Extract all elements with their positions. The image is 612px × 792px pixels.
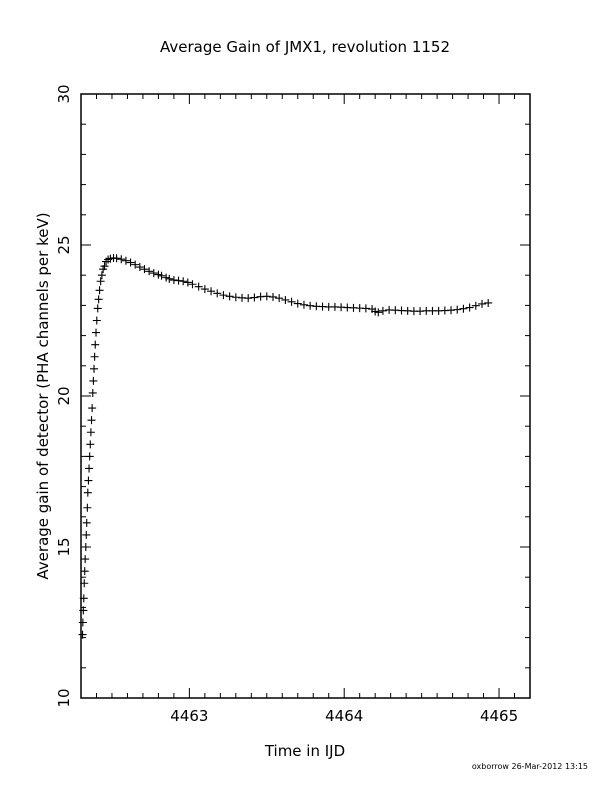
data-point bbox=[165, 274, 174, 283]
data-point bbox=[85, 464, 94, 473]
data-point bbox=[94, 295, 103, 304]
data-point bbox=[82, 530, 91, 539]
data-point bbox=[281, 295, 290, 304]
data-point bbox=[78, 630, 87, 639]
data-point bbox=[112, 254, 121, 263]
y-axis-tick-labels: 10 15 20 25 30 bbox=[55, 84, 73, 707]
data-point bbox=[183, 278, 192, 287]
plot-frame bbox=[80, 93, 531, 699]
data-point bbox=[121, 256, 130, 265]
data-point bbox=[149, 269, 158, 278]
x-axis-ticks bbox=[80, 94, 531, 698]
data-point bbox=[213, 289, 222, 298]
y-tick-label: 30 bbox=[55, 84, 73, 103]
data-series bbox=[78, 253, 493, 639]
y-tick-label: 10 bbox=[55, 688, 73, 707]
data-point bbox=[361, 304, 370, 313]
data-point bbox=[95, 286, 104, 295]
data-point bbox=[293, 299, 302, 308]
data-point bbox=[157, 271, 166, 280]
data-point bbox=[465, 303, 474, 312]
data-point bbox=[140, 265, 149, 274]
data-point bbox=[145, 267, 154, 276]
data-point bbox=[90, 364, 99, 373]
data-point bbox=[378, 306, 387, 315]
data-point bbox=[447, 306, 456, 315]
data-point bbox=[200, 285, 209, 294]
x-tick-label: 4463 bbox=[170, 707, 208, 725]
data-point bbox=[82, 518, 91, 527]
x-axis-label: Time in IJD bbox=[264, 742, 345, 760]
data-point bbox=[484, 298, 493, 307]
data-point bbox=[79, 594, 88, 603]
data-point bbox=[88, 388, 97, 397]
data-point bbox=[83, 503, 92, 512]
x-tick-label: 4464 bbox=[325, 707, 363, 725]
data-point bbox=[91, 340, 100, 349]
data-point bbox=[100, 262, 109, 271]
data-point bbox=[88, 404, 97, 413]
footer-stamp: oxborrow 26-Mar-2012 13:15 bbox=[472, 762, 588, 771]
data-point bbox=[135, 263, 144, 272]
data-point bbox=[262, 292, 271, 301]
data-point bbox=[188, 280, 197, 289]
data-point bbox=[89, 376, 98, 385]
data-point bbox=[478, 299, 487, 308]
data-point bbox=[117, 255, 126, 264]
data-point bbox=[250, 293, 259, 302]
data-point bbox=[81, 555, 90, 564]
data-point bbox=[80, 567, 89, 576]
data-point bbox=[471, 301, 480, 310]
data-point bbox=[207, 287, 216, 296]
data-point bbox=[459, 304, 468, 313]
data-point bbox=[90, 352, 99, 361]
data-point bbox=[80, 579, 89, 588]
data-point bbox=[84, 476, 93, 485]
data-point bbox=[92, 316, 101, 325]
data-point bbox=[219, 291, 228, 300]
y-axis-label: Average gain of detector (PHA channels p… bbox=[34, 212, 52, 579]
data-point bbox=[268, 292, 277, 301]
data-point bbox=[97, 271, 106, 280]
data-point bbox=[79, 606, 88, 615]
data-point bbox=[131, 260, 140, 269]
data-point bbox=[179, 277, 188, 286]
data-point bbox=[83, 488, 92, 497]
data-point bbox=[299, 300, 308, 309]
data-point bbox=[93, 304, 102, 313]
data-point bbox=[194, 282, 203, 291]
data-point bbox=[225, 292, 234, 301]
data-point bbox=[306, 301, 315, 310]
data-point bbox=[174, 276, 183, 285]
y-tick-label: 20 bbox=[55, 386, 73, 405]
data-point bbox=[81, 543, 90, 551]
chart-title: Average Gain of JMX1, revolution 1152 bbox=[160, 38, 450, 56]
data-point bbox=[78, 618, 87, 627]
data-point bbox=[374, 308, 383, 317]
data-point bbox=[275, 294, 284, 303]
data-point bbox=[86, 440, 95, 449]
data-point bbox=[126, 258, 135, 267]
y-tick-label: 25 bbox=[55, 235, 73, 254]
data-point bbox=[453, 305, 462, 314]
data-point bbox=[102, 257, 111, 266]
data-point bbox=[287, 297, 296, 306]
x-axis-tick-labels: 4463 4464 4465 bbox=[170, 707, 518, 725]
y-axis-ticks bbox=[81, 93, 530, 699]
y-tick-label: 15 bbox=[55, 537, 73, 556]
data-point bbox=[86, 428, 95, 437]
data-point bbox=[92, 328, 101, 337]
data-point bbox=[244, 294, 253, 303]
data-point bbox=[87, 416, 96, 425]
data-point bbox=[96, 277, 105, 286]
x-tick-label: 4465 bbox=[480, 707, 518, 725]
data-point bbox=[231, 293, 240, 302]
data-point bbox=[169, 276, 178, 285]
data-point bbox=[85, 452, 94, 461]
